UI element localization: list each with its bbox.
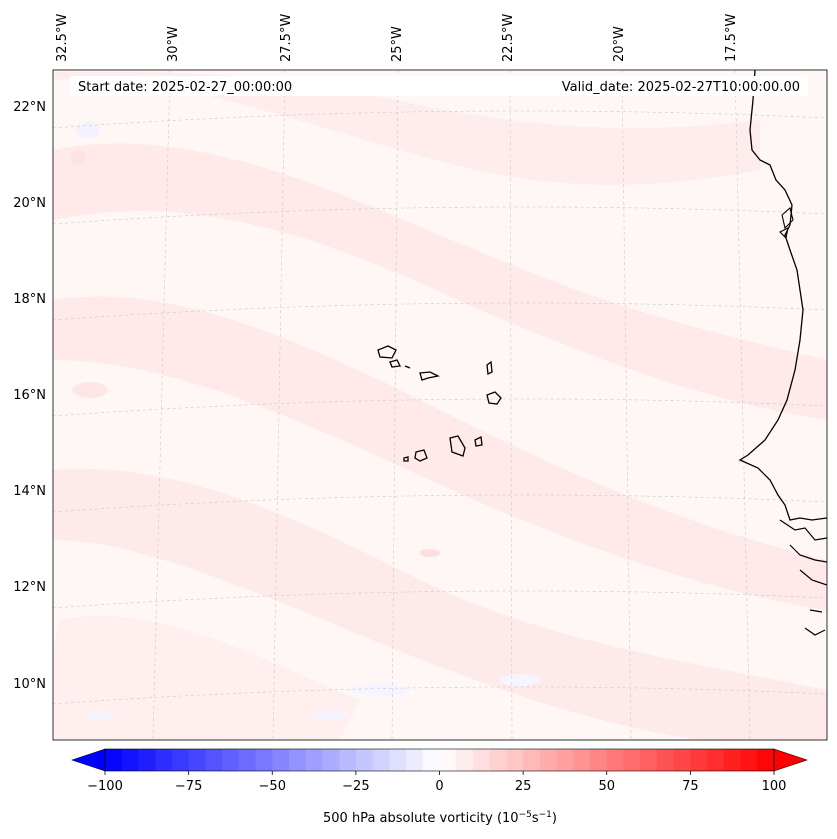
plot-frame (52, 69, 828, 741)
colorbar-tick-label: −25 (342, 779, 369, 794)
lon-label: 22.5°W (501, 14, 516, 62)
vorticity-patch (76, 122, 100, 138)
colorbar-cell (707, 749, 725, 771)
colorbar-tick-label: 100 (762, 779, 787, 794)
colorbar-tick-label: 75 (682, 779, 699, 794)
vorticity-patch (500, 674, 540, 686)
colorbar-max-extend (773, 748, 808, 772)
colorbar-cell (355, 749, 374, 771)
africa-coastline (738, 70, 827, 521)
lat-label: 16°N (13, 388, 46, 403)
colorbar-cell (171, 749, 190, 771)
colorbar-cell (389, 749, 407, 771)
colorbar-cell (222, 749, 240, 771)
colorbar-tick-label: 25 (515, 779, 532, 794)
valid-date-label: Valid_date: 2025-02-27T10:00:00.00 (562, 80, 800, 95)
colorbar-cell (539, 749, 558, 771)
colorbar-tick-label: −100 (87, 779, 123, 794)
colorbar-cell (406, 749, 424, 771)
colorbar-cell (155, 749, 173, 771)
colorbar-label: 500 hPa absolute vorticity (10−5s−1) (323, 810, 557, 826)
colorbar-cell (573, 749, 591, 771)
lon-label: 25°W (390, 26, 405, 62)
colorbar-cell (188, 749, 206, 771)
colorbar-cell (506, 749, 524, 771)
lat-label: 14°N (13, 484, 46, 499)
longitude-labels: 32.5°W 30°W 27.5°W 25°W 22.5°W 20°W 17.5… (55, 14, 739, 62)
colorbar-cell (288, 749, 307, 771)
colorbar-cell (138, 749, 156, 771)
vorticity-patch (312, 711, 348, 719)
lat-label: 12°N (13, 580, 46, 595)
colorbar-cell (422, 749, 440, 771)
vorticity-band (53, 71, 760, 185)
lat-label: 10°N (13, 677, 46, 692)
colorbar-tick-label: 0 (435, 779, 443, 794)
colorbar-cell (489, 749, 507, 771)
cabo-verde-islands (377, 345, 502, 462)
latitude-labels: 22°N 20°N 18°N 16°N 14°N 12°N 10°N (13, 100, 46, 692)
colorbar-cell (255, 749, 273, 771)
colorbar-cell (606, 749, 624, 771)
colorbar-tick-label: 50 (598, 779, 615, 794)
vorticity-band (53, 296, 827, 610)
colorbar-cell (656, 749, 675, 771)
start-date-label: Start date: 2025-02-27_00:00:00 (78, 80, 292, 95)
vorticity-field (53, 70, 827, 740)
vorticity-band (53, 468, 827, 740)
colorbar-cell (205, 749, 223, 771)
colorbar-cell (673, 749, 691, 771)
colorbar-cell (623, 749, 641, 771)
colorbar-cell (272, 749, 290, 771)
colorbar-cell (121, 749, 139, 771)
colorbar-cell (523, 749, 541, 771)
lon-label: 32.5°W (55, 14, 70, 62)
lon-label: 30°W (166, 26, 181, 62)
colorbar-cell (372, 749, 390, 771)
lon-label: 17.5°W (724, 14, 739, 62)
vorticity-patch (70, 150, 86, 166)
colorbar-cell (740, 749, 758, 771)
colorbar-tick-label: −75 (175, 779, 202, 794)
header-box (70, 76, 808, 96)
colorbar-cell (105, 749, 123, 771)
senegal-gambia-coastline (779, 519, 827, 636)
colorbar-cell (339, 749, 357, 771)
colorbar-cell (322, 749, 340, 771)
coastal-islands (779, 206, 794, 240)
colorbar-cell (690, 749, 708, 771)
colorbar-cell (305, 749, 323, 771)
vorticity-patch (86, 711, 114, 719)
colorbar-tick-label: −50 (259, 779, 286, 794)
colorbar-min-extend (71, 748, 106, 772)
vorticity-patch (350, 684, 410, 696)
colorbar-cell (590, 749, 608, 771)
lat-label: 22°N (13, 100, 46, 115)
vorticity-band (53, 616, 360, 740)
colorbar-cell (238, 749, 257, 771)
lat-label: 18°N (13, 292, 46, 307)
colorbar-cell (472, 749, 491, 771)
colorbar-cell (456, 749, 474, 771)
colorbar-cells (105, 749, 775, 771)
colorbar-cell (640, 749, 658, 771)
colorbar-cell (757, 749, 775, 771)
colorbar-cell (723, 749, 742, 771)
lat-label: 20°N (13, 196, 46, 211)
vorticity-patch (420, 549, 440, 557)
lon-label: 20°W (612, 26, 627, 62)
colorbar: −100 −75 −50 −25 0 25 50 75 100 500 hPa absolute… (71, 748, 808, 826)
graticule (53, 70, 827, 740)
vorticity-patch (72, 382, 108, 398)
colorbar-cell (556, 749, 574, 771)
colorbar-ticks: −100 −75 −50 −25 0 25 50 75 100 (87, 771, 786, 794)
lon-label: 27.5°W (279, 14, 294, 62)
colorbar-cell (439, 749, 457, 771)
